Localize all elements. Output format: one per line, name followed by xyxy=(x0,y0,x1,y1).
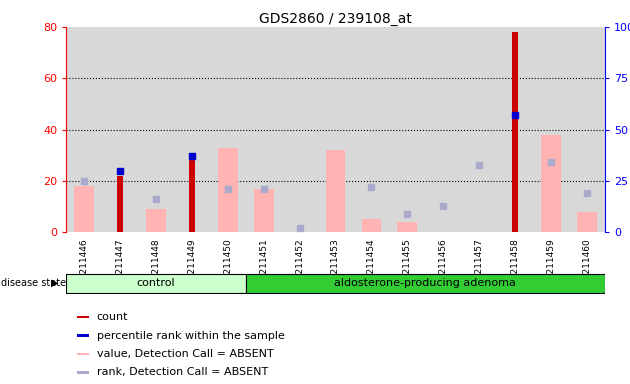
Point xyxy=(115,167,125,174)
Bar xyxy=(66,274,246,293)
Bar xyxy=(146,209,166,232)
Bar xyxy=(577,212,597,232)
Bar xyxy=(541,135,561,232)
Text: disease state: disease state xyxy=(1,278,66,288)
Bar xyxy=(77,353,89,355)
Point xyxy=(546,159,556,166)
Point xyxy=(223,186,233,192)
Bar xyxy=(246,274,605,293)
Point xyxy=(581,190,592,196)
Point xyxy=(151,196,161,202)
Bar xyxy=(254,189,273,232)
Bar xyxy=(77,316,89,318)
Bar xyxy=(77,371,89,374)
Text: ▶: ▶ xyxy=(51,278,59,288)
Text: aldosterone-producing adenoma: aldosterone-producing adenoma xyxy=(335,278,516,288)
Text: control: control xyxy=(137,278,175,288)
Bar xyxy=(398,222,417,232)
Bar xyxy=(326,150,345,232)
Text: value, Detection Call = ABSENT: value, Detection Call = ABSENT xyxy=(97,349,273,359)
Title: GDS2860 / 239108_at: GDS2860 / 239108_at xyxy=(259,12,412,26)
Point xyxy=(79,178,89,184)
Point xyxy=(367,184,377,190)
Bar xyxy=(218,147,238,232)
Bar xyxy=(77,334,89,337)
Bar xyxy=(188,158,195,232)
Point xyxy=(294,225,304,231)
Point xyxy=(438,202,448,209)
Point xyxy=(474,161,484,167)
Bar xyxy=(117,176,123,232)
Point xyxy=(186,153,197,159)
Text: count: count xyxy=(97,312,129,322)
Bar xyxy=(362,220,381,232)
Point xyxy=(402,211,412,217)
Text: percentile rank within the sample: percentile rank within the sample xyxy=(97,331,285,341)
Text: rank, Detection Call = ABSENT: rank, Detection Call = ABSENT xyxy=(97,367,268,377)
Bar xyxy=(512,32,518,232)
Point xyxy=(510,112,520,118)
Point xyxy=(258,186,268,192)
Bar xyxy=(74,186,94,232)
